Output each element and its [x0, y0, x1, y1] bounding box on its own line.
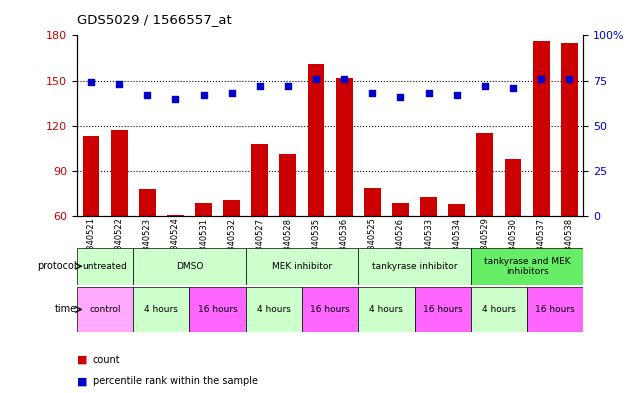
Bar	[358, 287, 415, 332]
Point	[395, 94, 406, 100]
Bar	[448, 204, 465, 216]
Point	[424, 90, 434, 96]
Bar	[251, 144, 268, 216]
Point	[226, 90, 237, 96]
Bar	[415, 287, 470, 332]
Bar	[190, 287, 246, 332]
Bar	[476, 133, 494, 216]
Point	[86, 79, 96, 86]
Point	[452, 92, 462, 98]
Bar	[133, 248, 246, 285]
Text: count: count	[93, 354, 121, 365]
Bar	[533, 41, 549, 216]
Text: GDS5029 / 1566557_at: GDS5029 / 1566557_at	[77, 13, 231, 26]
Point	[171, 95, 181, 102]
Bar	[279, 154, 296, 216]
Text: 4 hours: 4 hours	[369, 305, 403, 314]
Text: DMSO: DMSO	[176, 262, 203, 271]
Text: time: time	[54, 305, 77, 314]
Bar	[470, 248, 583, 285]
Bar	[167, 215, 184, 216]
Bar	[308, 64, 324, 216]
Text: ■: ■	[77, 376, 87, 386]
Point	[367, 90, 378, 96]
Bar	[392, 203, 409, 216]
Text: 16 hours: 16 hours	[535, 305, 575, 314]
Point	[254, 83, 265, 89]
Bar	[420, 196, 437, 216]
Bar	[336, 77, 353, 216]
Point	[142, 92, 153, 98]
Bar	[246, 287, 302, 332]
Text: MEK inhibitor: MEK inhibitor	[272, 262, 332, 271]
Text: 4 hours: 4 hours	[482, 305, 516, 314]
Text: 4 hours: 4 hours	[257, 305, 291, 314]
Text: control: control	[89, 305, 121, 314]
Text: percentile rank within the sample: percentile rank within the sample	[93, 376, 258, 386]
Bar	[77, 248, 133, 285]
Point	[508, 84, 518, 91]
Text: tankyrase and MEK
inhibitors: tankyrase and MEK inhibitors	[484, 257, 570, 276]
Point	[114, 81, 124, 87]
Bar	[527, 287, 583, 332]
Bar	[504, 159, 521, 216]
Bar	[246, 248, 358, 285]
Bar	[470, 287, 527, 332]
Point	[311, 75, 321, 82]
Point	[199, 92, 209, 98]
Text: tankyrase inhibitor: tankyrase inhibitor	[372, 262, 457, 271]
Point	[339, 75, 349, 82]
Bar	[77, 287, 133, 332]
Text: 16 hours: 16 hours	[197, 305, 237, 314]
Bar	[83, 136, 99, 216]
Point	[479, 83, 490, 89]
Bar	[223, 200, 240, 216]
Bar	[111, 130, 128, 216]
Bar	[195, 203, 212, 216]
Text: 16 hours: 16 hours	[423, 305, 463, 314]
Text: ■: ■	[77, 354, 87, 365]
Text: 16 hours: 16 hours	[310, 305, 350, 314]
Bar	[561, 43, 578, 216]
Text: 4 hours: 4 hours	[144, 305, 178, 314]
Bar	[302, 287, 358, 332]
Bar	[358, 248, 470, 285]
Text: protocol: protocol	[37, 261, 77, 271]
Point	[564, 75, 574, 82]
Point	[283, 83, 293, 89]
Bar	[139, 189, 156, 216]
Bar	[133, 287, 190, 332]
Bar	[364, 187, 381, 216]
Point	[536, 75, 546, 82]
Text: untreated: untreated	[83, 262, 128, 271]
